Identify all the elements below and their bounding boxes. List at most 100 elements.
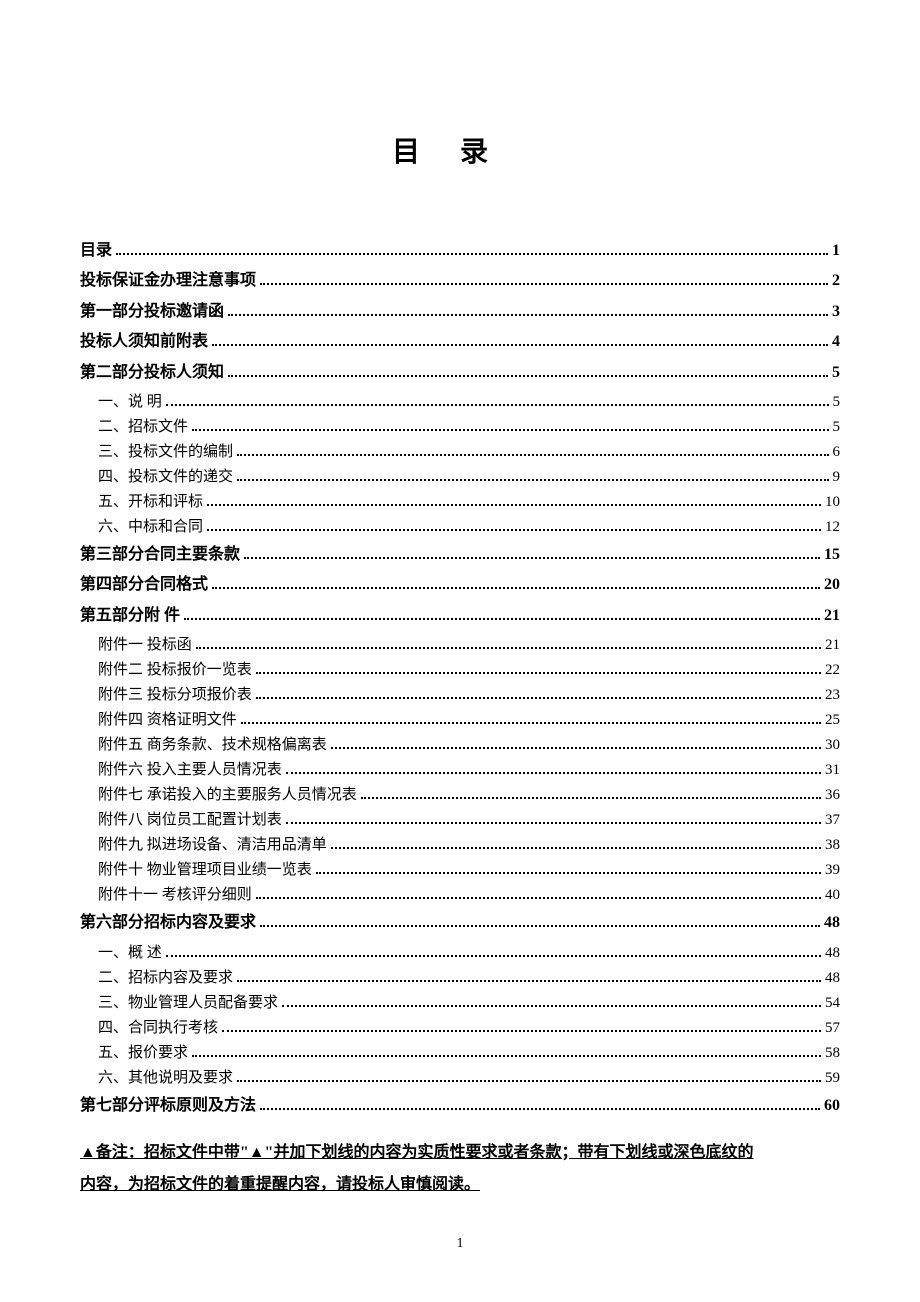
toc-entry-label: 附件八 岗位员工配置计划表: [98, 810, 282, 831]
toc-entry: 投标人须知前附表 4: [80, 331, 840, 353]
footnote: ▲备注：招标文件中带"▲"并加下划线的内容为实质性要求或者条款；带有下划线或深色…: [80, 1137, 840, 1201]
toc-entry: 附件十一 考核评分细则40: [80, 885, 840, 906]
toc-entry: 第四部分 合同格式20: [80, 574, 840, 596]
toc-leader-dots: [237, 1080, 821, 1082]
toc-entry: 附件三 投标分项报价表23: [80, 685, 840, 706]
toc-leader-dots: [237, 980, 821, 982]
toc-entry-page: 60: [824, 1095, 840, 1117]
toc-entry: 第二部分 投标人须知5: [80, 362, 840, 384]
toc-leader-dots: [212, 344, 828, 346]
toc-leader-dots: [196, 647, 821, 649]
toc-entry: 附件六 投入主要人员情况表31: [80, 760, 840, 781]
toc-entry-page: 21: [825, 635, 840, 656]
toc-entry-page: 37: [825, 810, 840, 831]
toc-entry-page: 12: [825, 517, 840, 538]
toc-entry-page: 23: [825, 685, 840, 706]
toc-entry-subtitle: 评标原则及方法: [144, 1095, 256, 1117]
toc-entry-page: 58: [825, 1043, 840, 1064]
toc-entry: 目 录1: [80, 240, 840, 262]
toc-leader-dots: [286, 822, 821, 824]
toc-entry-page: 4: [832, 331, 840, 353]
toc-leader-dots: [260, 283, 828, 285]
toc-entry-label: 五、报价要求: [98, 1043, 188, 1064]
toc-entry-label: 四、合同执行考核: [98, 1018, 218, 1039]
toc-entry-label: 第四部分: [80, 574, 144, 596]
toc-entry-label: 六、其他说明及要求: [98, 1068, 233, 1089]
toc-entry-subtitle: 中标和合同: [128, 517, 203, 538]
toc-entry-subtitle: 投标文件的递交: [128, 467, 233, 488]
toc-entry: 第五部分 附 件 21: [80, 605, 840, 627]
toc-entry: 第六部分 招标内容及要求48: [80, 912, 840, 934]
toc-entry-page: 48: [824, 912, 840, 934]
toc-entry: 三、物业管理人员配备要求 54: [80, 993, 840, 1014]
toc-leader-dots: [166, 955, 821, 957]
footnote-line-2: 内容，为招标文件的着重提醒内容，请投标人审慎阅读。: [80, 1169, 840, 1201]
toc-entry-page: 38: [825, 835, 840, 856]
toc-entry-label: 第六部分: [80, 912, 144, 934]
toc-entry-label: 五、: [98, 492, 128, 513]
toc-leader-dots: [184, 618, 820, 620]
toc-entry-subtitle: 合同主要条款: [144, 544, 240, 566]
toc-entry: 第七部分 评标原则及方法 60: [80, 1095, 840, 1117]
toc-leader-dots: [237, 479, 828, 481]
toc-entry-label: 二、招标内容及要求: [98, 968, 233, 989]
toc-entry-subtitle: 附 件: [144, 605, 180, 627]
toc-leader-dots: [316, 872, 821, 874]
toc-leader-dots: [331, 747, 821, 749]
toc-entry-page: 20: [824, 574, 840, 596]
toc-entry-label: 二、: [98, 417, 128, 438]
toc-entry-page: 5: [832, 362, 840, 384]
toc-leader-dots: [192, 1055, 821, 1057]
table-of-contents: 目 录1投标保证金办理注意事项2第一部分 投标邀请函3投标人须知前附表4第二部分…: [80, 240, 840, 1117]
toc-entry: 六、其他说明及要求 59: [80, 1068, 840, 1089]
toc-entry-page: 5: [833, 417, 841, 438]
toc-entry: 三、 投标文件的编制6: [80, 442, 840, 463]
toc-entry: 六、 中标和合同12: [80, 517, 840, 538]
toc-leader-dots: [241, 722, 821, 724]
document-title: 目录: [80, 130, 840, 170]
toc-entry-label: 第七部分: [80, 1095, 144, 1117]
toc-entry: 附件四 资格证明文件 25: [80, 710, 840, 731]
toc-leader-dots: [361, 797, 821, 799]
toc-entry-page: 22: [825, 660, 840, 681]
toc-entry-page: 59: [825, 1068, 840, 1089]
toc-entry-page: 1: [832, 240, 840, 262]
toc-leader-dots: [207, 504, 821, 506]
toc-entry: 四、合同执行考核57: [80, 1018, 840, 1039]
toc-entry-label: 目: [80, 240, 96, 262]
toc-entry-label: 第五部分: [80, 605, 144, 627]
toc-entry: 二、 招标文件 5: [80, 417, 840, 438]
toc-entry-label: 投标保证金办理注意事项: [80, 270, 256, 292]
toc-entry-page: 6: [833, 442, 841, 463]
toc-entry-label: 附件六 投入主要人员情况表: [98, 760, 282, 781]
toc-leader-dots: [166, 404, 829, 406]
toc-entry-label: 附件四 资格证明文件: [98, 710, 237, 731]
toc-entry-page: 21: [824, 605, 840, 627]
toc-entry-page: 5: [833, 392, 841, 413]
toc-leader-dots: [260, 1108, 820, 1110]
toc-entry-page: 30: [825, 735, 840, 756]
toc-entry: 五、 开标和评标10: [80, 492, 840, 513]
toc-entry-page: 48: [825, 968, 840, 989]
toc-leader-dots: [260, 925, 820, 927]
toc-entry-page: 54: [825, 993, 840, 1014]
toc-leader-dots: [116, 253, 828, 255]
toc-entry: 附件十 物业管理项目业绩一览表39: [80, 860, 840, 881]
toc-entry-label: 三、物业管理人员配备要求: [98, 993, 278, 1014]
toc-leader-dots: [228, 314, 828, 316]
toc-leader-dots: [237, 454, 828, 456]
toc-entry: 附件九 拟进场设备、清洁用品清单38: [80, 835, 840, 856]
toc-leader-dots: [228, 375, 828, 377]
toc-entry-subtitle: 说 明: [128, 392, 162, 413]
toc-entry-page: 2: [832, 270, 840, 292]
toc-entry-label: 投标人须知前附表: [80, 331, 208, 353]
toc-entry-page: 25: [825, 710, 840, 731]
toc-leader-dots: [212, 587, 820, 589]
toc-entry-subtitle: 招标文件: [128, 417, 188, 438]
toc-entry-page: 10: [825, 492, 840, 513]
toc-entry-label: 附件七 承诺投入的主要服务人员情况表: [98, 785, 357, 806]
toc-leader-dots: [256, 697, 821, 699]
toc-entry-label: 四、: [98, 467, 128, 488]
toc-entry: 附件五 商务条款、技术规格偏离表30: [80, 735, 840, 756]
toc-entry-page: 9: [833, 467, 841, 488]
